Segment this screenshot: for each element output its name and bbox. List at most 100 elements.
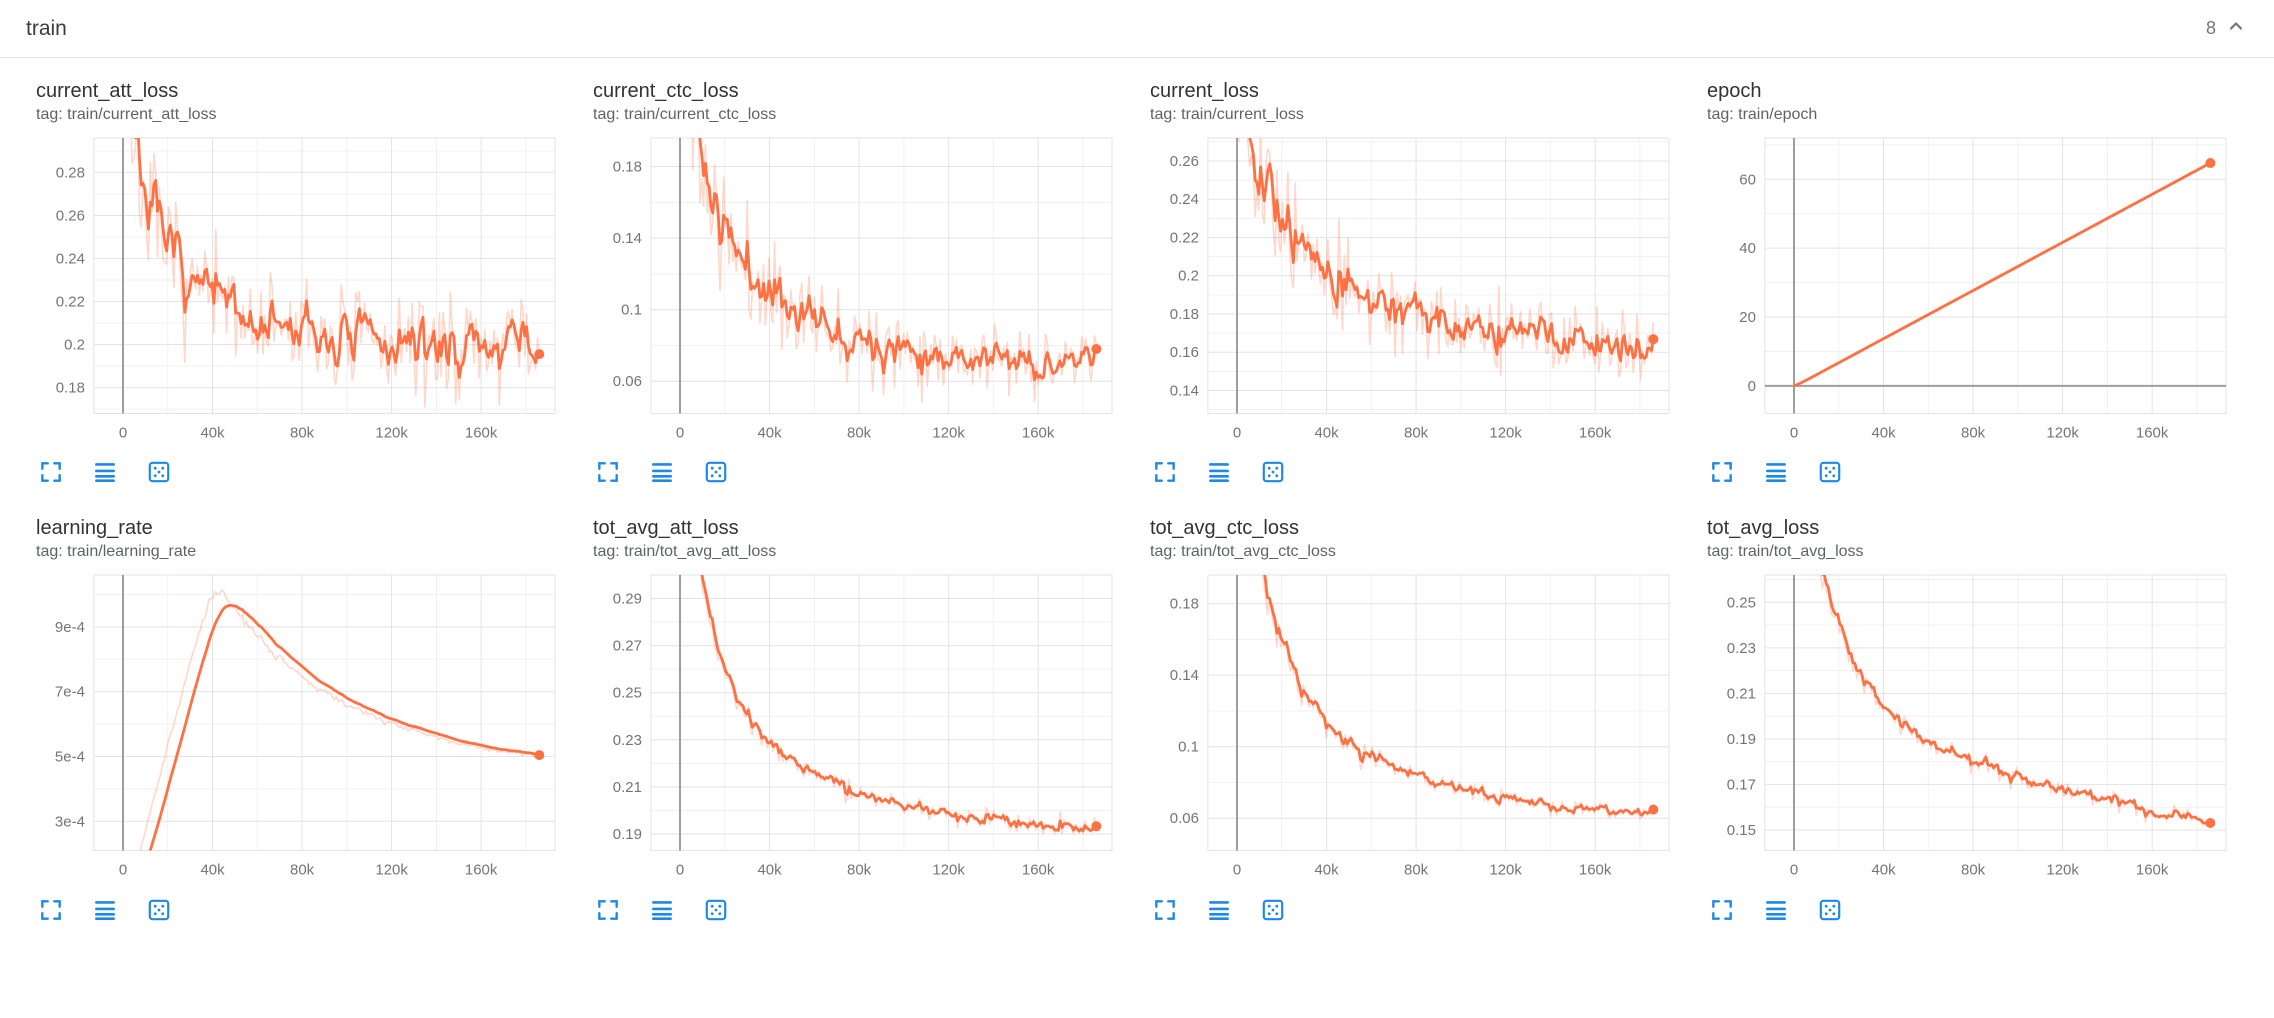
- svg-text:0.26: 0.26: [1170, 153, 1199, 170]
- chart-card: tot_avg_att_loss tag: train/tot_avg_att_…: [593, 517, 1124, 928]
- svg-text:160k: 160k: [465, 862, 498, 879]
- svg-text:0.25: 0.25: [613, 685, 642, 702]
- svg-text:0: 0: [1748, 378, 1756, 395]
- expand-card-button[interactable]: [1146, 891, 1184, 929]
- svg-text:80k: 80k: [1961, 424, 1986, 441]
- log-scale-button[interactable]: [1757, 453, 1795, 491]
- svg-text:0.28: 0.28: [56, 164, 85, 181]
- chart-title: tot_avg_att_loss: [593, 517, 739, 540]
- chart-card: current_loss tag: train/current_loss 0 40…: [1150, 80, 1681, 491]
- chart-tag: tag: train/current_att_loss: [36, 106, 217, 123]
- svg-text:5e-4: 5e-4: [55, 749, 85, 766]
- svg-text:160k: 160k: [1022, 862, 1055, 879]
- log-scale-button[interactable]: [1200, 891, 1238, 929]
- svg-text:0.24: 0.24: [1170, 191, 1199, 208]
- chart-title: tot_avg_loss: [1707, 517, 1820, 540]
- section-title: train: [26, 16, 67, 40]
- expand-card-button[interactable]: [32, 453, 70, 491]
- svg-text:120k: 120k: [2046, 862, 2079, 879]
- log-scale-icon: [1206, 897, 1232, 923]
- svg-text:40k: 40k: [1871, 862, 1896, 879]
- expand-card-button[interactable]: [1146, 453, 1184, 491]
- fit-domain-button[interactable]: [1254, 453, 1292, 491]
- fullscreen-icon: [595, 897, 621, 923]
- chart-card: learning_rate tag: train/learning_rate 0…: [36, 517, 567, 928]
- train-section-header[interactable]: train 8: [0, 0, 2274, 58]
- svg-text:0.18: 0.18: [1170, 306, 1199, 323]
- chart-card: tot_avg_loss tag: train/tot_avg_loss 0 40…: [1707, 517, 2238, 928]
- log-scale-icon: [1206, 459, 1232, 485]
- svg-text:3e-4: 3e-4: [55, 814, 85, 831]
- expand-card-button[interactable]: [589, 891, 627, 929]
- fit-domain-button[interactable]: [697, 891, 735, 929]
- chart-card: epoch tag: train/epoch 0 40k 80k 120k 160k 0 2…: [1707, 80, 2238, 491]
- card-toolbar: [1146, 883, 1681, 929]
- svg-text:40k: 40k: [1314, 424, 1339, 441]
- log-scale-button[interactable]: [1757, 891, 1795, 929]
- fit-domain-icon: [1260, 897, 1286, 923]
- log-scale-button[interactable]: [86, 453, 124, 491]
- svg-text:0.29: 0.29: [613, 591, 642, 608]
- fit-domain-icon: [1260, 459, 1286, 485]
- fit-domain-icon: [703, 897, 729, 923]
- scalar-chart[interactable]: 0 40k 80k 120k 160k 0.14 0.16 0.18 0.2 0.22 0.24 0.…: [1150, 130, 1681, 445]
- svg-text:0.26: 0.26: [56, 207, 85, 224]
- svg-text:0.19: 0.19: [1727, 731, 1756, 748]
- svg-text:0: 0: [676, 424, 684, 441]
- fit-domain-button[interactable]: [140, 453, 178, 491]
- fit-domain-button[interactable]: [140, 891, 178, 929]
- scalar-chart[interactable]: 0 40k 80k 120k 160k 0.06 0.1 0.14 0.18: [1150, 567, 1681, 882]
- fullscreen-icon: [38, 897, 64, 923]
- expand-card-button[interactable]: [1703, 453, 1741, 491]
- fit-domain-icon: [146, 459, 172, 485]
- card-count-badge: 8: [2205, 18, 2216, 38]
- fit-domain-button[interactable]: [1811, 453, 1849, 491]
- svg-text:80k: 80k: [1961, 862, 1986, 879]
- expand-card-button[interactable]: [589, 453, 627, 491]
- log-scale-icon: [649, 897, 675, 923]
- svg-text:0.15: 0.15: [1727, 822, 1756, 839]
- svg-text:0: 0: [1790, 424, 1798, 441]
- card-toolbar: [1146, 445, 1681, 491]
- scalar-chart[interactable]: 0 40k 80k 120k 160k 0.18 0.2 0.22 0.24 0.26 0.28: [36, 130, 567, 445]
- scalar-chart[interactable]: 0 40k 80k 120k 160k 0.15 0.17 0.19 0.21 0.23 0.25: [1707, 567, 2238, 882]
- svg-text:80k: 80k: [290, 862, 315, 879]
- scalar-chart[interactable]: 0 40k 80k 120k 160k 0.06 0.1 0.14 0.18: [593, 130, 1124, 445]
- scalar-chart[interactable]: 0 40k 80k 120k 160k 3e-4 5e-4 7e-4 9e-4: [36, 567, 567, 882]
- log-scale-button[interactable]: [643, 891, 681, 929]
- svg-text:40k: 40k: [200, 424, 225, 441]
- chevron-up-icon[interactable]: [2224, 14, 2248, 43]
- svg-text:0.18: 0.18: [613, 159, 642, 176]
- log-scale-button[interactable]: [86, 891, 124, 929]
- svg-text:0.22: 0.22: [1170, 229, 1199, 246]
- fullscreen-icon: [595, 459, 621, 485]
- svg-text:0.16: 0.16: [1170, 344, 1199, 361]
- chart-title: tot_avg_ctc_loss: [1150, 517, 1299, 540]
- svg-text:0.14: 0.14: [613, 230, 642, 247]
- fit-domain-icon: [703, 459, 729, 485]
- svg-text:40k: 40k: [757, 862, 782, 879]
- svg-text:0.27: 0.27: [613, 638, 642, 655]
- svg-text:0.2: 0.2: [64, 337, 85, 354]
- svg-text:160k: 160k: [2136, 424, 2169, 441]
- expand-card-button[interactable]: [1703, 891, 1741, 929]
- scalar-chart[interactable]: 0 40k 80k 120k 160k 0.19 0.21 0.23 0.25 0.27 0.29: [593, 567, 1124, 882]
- scalar-chart[interactable]: 0 40k 80k 120k 160k 0 20 40 60: [1707, 130, 2238, 445]
- card-toolbar: [589, 883, 1124, 929]
- fit-domain-icon: [146, 897, 172, 923]
- chart-tag: tag: train/learning_rate: [36, 543, 197, 561]
- svg-text:80k: 80k: [847, 424, 872, 441]
- fit-domain-button[interactable]: [697, 453, 735, 491]
- log-scale-icon: [92, 897, 118, 923]
- fullscreen-icon: [38, 459, 64, 485]
- fit-domain-button[interactable]: [1254, 891, 1292, 929]
- log-scale-icon: [1763, 897, 1789, 923]
- log-scale-button[interactable]: [643, 453, 681, 491]
- expand-card-button[interactable]: [32, 891, 70, 929]
- svg-text:40k: 40k: [757, 424, 782, 441]
- log-scale-button[interactable]: [1200, 453, 1238, 491]
- svg-text:0.14: 0.14: [1170, 668, 1199, 685]
- fit-domain-button[interactable]: [1811, 891, 1849, 929]
- svg-text:60: 60: [1739, 171, 1756, 188]
- svg-text:0.1: 0.1: [1178, 739, 1199, 756]
